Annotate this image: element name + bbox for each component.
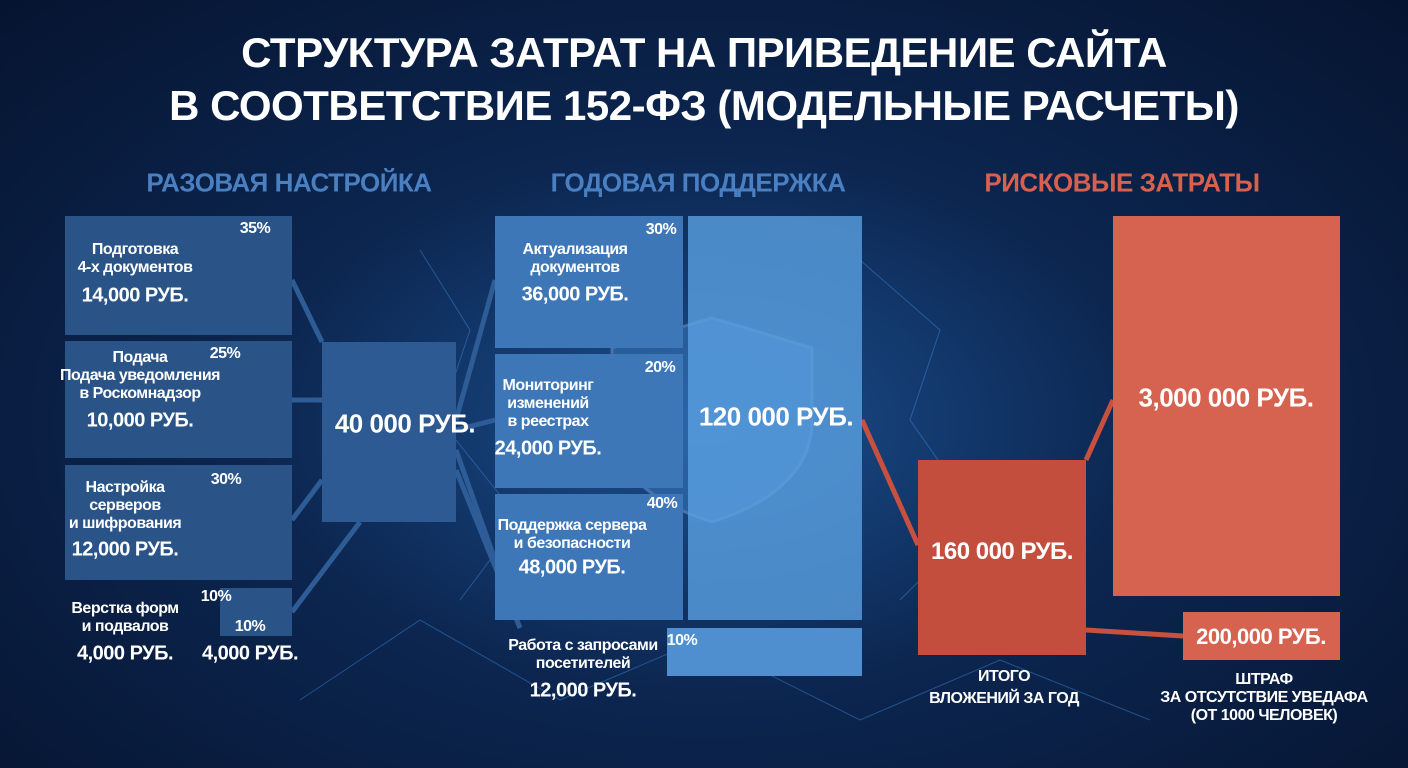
total-box xyxy=(322,342,456,522)
item-amount: 24,000 РУБ. xyxy=(494,437,602,460)
total-box xyxy=(688,216,862,620)
item-percent: 10% xyxy=(666,632,698,649)
cost-box xyxy=(667,628,862,676)
item-label: изменений xyxy=(507,395,589,412)
item-percent: 40% xyxy=(646,495,678,512)
item-label: и подвалов xyxy=(81,618,169,635)
cost-box xyxy=(65,465,292,580)
year-total-box xyxy=(918,460,1086,655)
item-amount: 48,000 РУБ. xyxy=(518,556,626,579)
item-amount: 36,000 РУБ. xyxy=(521,283,629,306)
item-percent: 30% xyxy=(210,471,242,488)
item-amount: 14,000 РУБ. xyxy=(81,284,189,307)
item-label: 4-х документов xyxy=(77,259,193,276)
total-amount: 40 000 РУБ. xyxy=(334,408,476,439)
item-percent: 10% xyxy=(200,588,232,605)
item-label: Настройка xyxy=(85,479,165,496)
item-percent: 25% xyxy=(209,345,241,362)
item-label: Мониторинг xyxy=(502,377,594,394)
total-amount: 120 000 РУБ. xyxy=(698,401,854,432)
item-label: в реестрах xyxy=(507,413,589,430)
item-percent: 30% xyxy=(645,221,677,238)
item-label: Верстка форм xyxy=(71,600,179,617)
risk-box xyxy=(1113,216,1340,596)
fine-caption: ЗА ОТСУТСТВИЕ УВЕДАФА xyxy=(1160,689,1368,706)
item-amount: 12,000 РУБ. xyxy=(529,679,637,702)
item-amount: 10,000 РУБ. xyxy=(86,409,194,432)
cost-box xyxy=(65,341,292,458)
section-title: РИСКОВЫЕ ЗАТРАТЫ xyxy=(984,167,1260,198)
fine-box xyxy=(1183,612,1340,660)
item-percent: 35% xyxy=(239,220,271,237)
item-percent: 20% xyxy=(644,359,676,376)
fine-caption: ШТРАФ xyxy=(1235,671,1293,688)
item-amount: 12,000 РУБ. xyxy=(71,538,179,561)
item-label: Работа с запросами xyxy=(508,637,658,654)
risk-amount: 3,000 000 РУБ. xyxy=(1138,382,1314,413)
cost-box xyxy=(220,588,292,636)
title: В СООТВЕТСТВИЕ 152-ФЗ (МОДЕЛЬНЫЕ РАСЧЕТЫ… xyxy=(169,82,1239,129)
item-label: серверов xyxy=(89,497,161,514)
cost-box xyxy=(495,354,683,488)
item-percent: 10% xyxy=(234,618,266,635)
item-amount: 4,000 РУБ. xyxy=(201,642,299,665)
fine-caption: (ОТ 1000 ЧЕЛОВЕК) xyxy=(1190,707,1338,724)
title: СТРУКТУРА ЗАТРАТ НА ПРИВЕДЕНИЕ САЙТА xyxy=(241,29,1167,76)
item-label: и шифрования xyxy=(68,515,182,532)
year-total-amount: 160 000 РУБ. xyxy=(931,538,1073,565)
item-label: Подача уведомления xyxy=(59,367,221,384)
item-label: и безопасности xyxy=(513,535,631,552)
year-total-caption: ВЛОЖЕНИЙ ЗА ГОД xyxy=(929,690,1079,707)
cost-box xyxy=(65,216,292,335)
cost-box xyxy=(495,216,683,348)
item-label: документов xyxy=(530,259,620,276)
item-label: Подача xyxy=(112,349,168,366)
section-title: ГОДОВАЯ ПОДДЕРЖКА xyxy=(550,167,846,198)
item-label: Актуализация xyxy=(522,241,628,258)
year-total-caption: ИТОГО xyxy=(977,668,1031,685)
cost-box xyxy=(495,494,683,620)
item-label: в Роскомнадзор xyxy=(79,385,201,402)
item-label: посетителей xyxy=(535,655,631,672)
fine-amount: 200,000 РУБ. xyxy=(1196,624,1326,649)
item-label: Поддержка сервера xyxy=(497,517,647,534)
item-amount: 4,000 РУБ. xyxy=(76,642,174,665)
item-label: Подготовка xyxy=(91,241,179,258)
section-title: РАЗОВАЯ НАСТРОЙКА xyxy=(146,167,432,198)
